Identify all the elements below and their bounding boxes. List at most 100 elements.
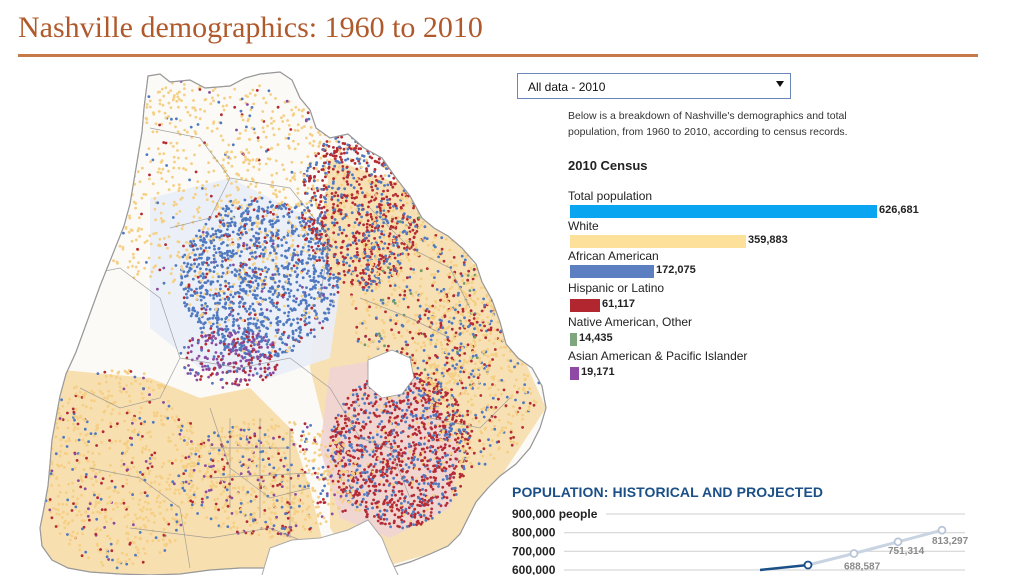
map-dot [137,101,141,104]
map-dot [327,185,331,188]
map-dot [380,199,383,203]
map-dot [370,225,374,229]
map-dot [458,472,462,476]
map-dot [373,237,376,240]
map-dot [400,511,404,515]
map-dot [396,215,400,219]
map-dot [345,234,348,238]
demographic-map[interactable] [30,68,560,575]
map-dot [412,268,415,271]
map-dot [469,204,473,207]
map-dot [416,190,420,193]
map-dot [284,249,287,253]
map-dot [276,328,280,332]
map-dot [383,184,386,187]
map-dot [307,179,311,183]
map-dot [237,326,241,330]
map-dot [126,120,130,124]
map-dot [448,223,452,227]
map-dot [333,151,336,155]
map-dot [495,267,499,271]
map-dot [240,97,244,101]
map-dot [331,206,335,210]
map-dot [370,263,374,267]
map-dot [435,464,439,468]
map-dot [221,290,225,293]
map-dot [211,339,215,342]
map-dot [425,267,429,270]
map-dot [384,210,388,214]
map-dot [414,359,418,363]
map-dot [468,294,472,297]
map-dot [290,108,294,112]
map-dot [373,242,377,246]
map-dot [196,180,200,183]
map-dot [391,158,395,162]
map-dot [321,320,325,323]
map-dot [432,434,436,437]
map-dot [311,196,315,199]
map-dot [445,460,449,464]
map-dot [145,239,149,243]
map-dot [451,209,455,212]
map-dot [152,112,156,116]
map-dot [414,313,417,317]
map-dot [336,413,340,417]
map-dot [316,241,320,245]
map-dot [201,187,204,190]
map-dot [377,332,381,336]
map-dot [399,209,402,213]
map-dot [133,132,137,136]
map-dot [223,337,227,341]
map-dot [166,246,169,250]
map-dot [491,296,495,300]
map-dot [281,341,284,345]
map-dot [204,308,208,312]
map-dot [264,248,268,252]
map-dot [396,260,400,263]
map-dot [248,246,252,250]
map-dot [312,276,316,279]
map-dot [182,270,186,273]
map-dot [306,261,310,265]
map-dot [276,105,280,109]
map-dot [487,280,490,284]
map-dot [350,159,353,163]
map-dot [204,187,207,191]
map-dot [401,155,405,159]
map-dot [254,256,257,260]
map-dot [358,385,361,389]
map-dot [351,420,354,423]
map-dot [448,248,452,252]
map-dot [431,189,435,193]
map-dot [375,469,378,472]
map-dot [219,213,223,217]
map-dot [370,133,374,137]
map-dot [239,346,243,349]
map-dot [287,204,290,207]
map-dot [367,151,370,155]
map-dot [300,126,304,130]
map-dot [373,245,376,249]
map-dot [389,316,392,319]
map-dot [461,221,465,225]
map-dot [77,157,81,161]
map-dot [450,339,453,343]
map-dot [440,247,444,251]
map-dot [296,191,300,195]
map-dot [347,269,351,272]
map-dot [114,109,117,112]
map-dot [274,267,277,271]
map-dot [399,220,403,224]
map-dot [264,334,268,337]
map-dot [481,260,484,263]
map-dot [276,269,280,273]
map-dot [199,267,202,270]
map-dot [454,218,457,222]
map-dot [258,329,262,333]
map-dot [229,290,233,294]
map-dot [266,211,270,215]
map-dot [236,312,240,316]
map-dot [470,281,474,284]
map-dot [361,322,364,325]
